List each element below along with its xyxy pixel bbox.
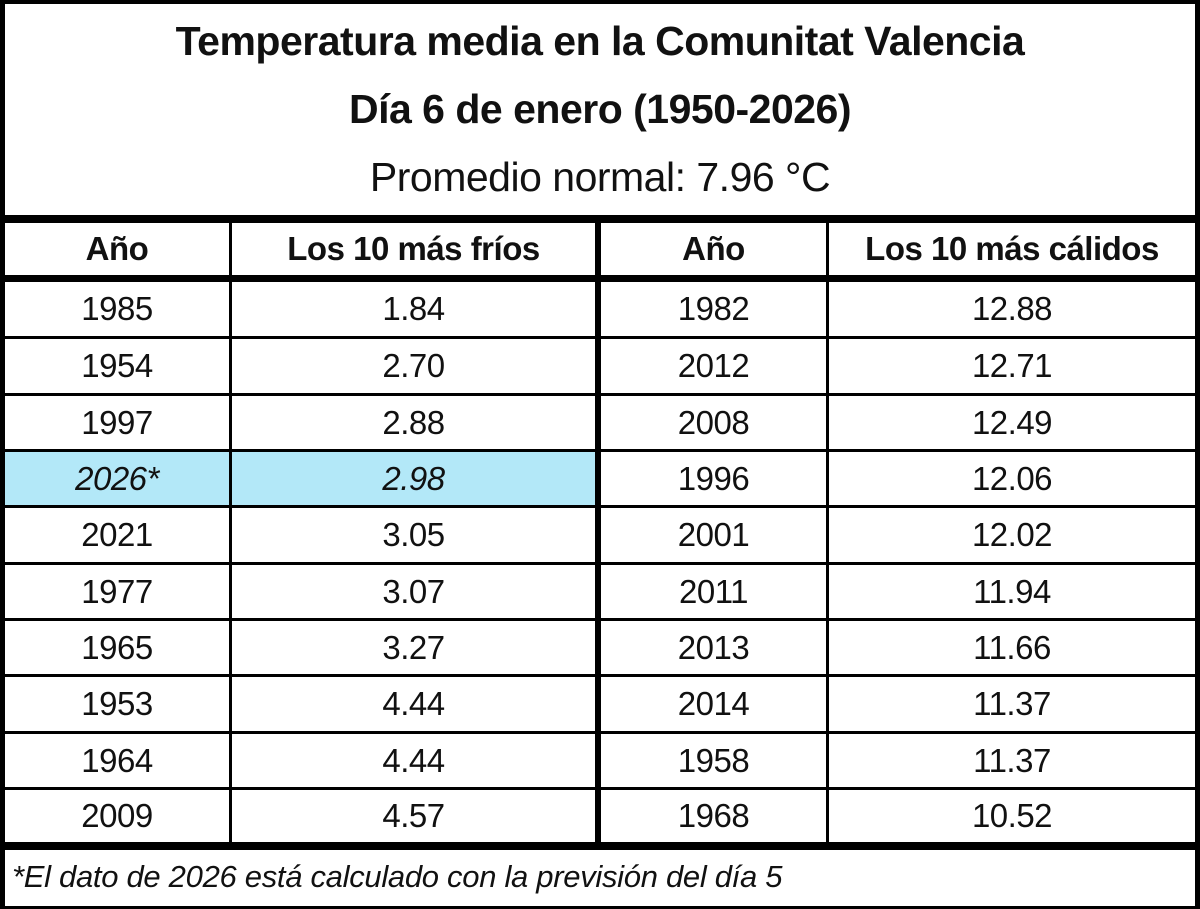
highlight-row-bg	[5, 452, 598, 505]
warm-value: 12.88	[971, 290, 1053, 327]
warm-year: 2008	[677, 403, 750, 441]
divider-footnote	[0, 842, 1200, 850]
cold-year: 1953	[81, 685, 153, 722]
cold-value: 3.07	[382, 572, 445, 610]
page-subtitle-date: Día 6 de enero (1950-2026)	[348, 86, 852, 132]
warm-value: 11.37	[973, 685, 1051, 722]
cold-value: 4.57	[382, 797, 445, 834]
cold-year: 2009	[81, 797, 153, 834]
warm-value: 12.06	[971, 459, 1053, 497]
warm-year: 2001	[677, 516, 750, 553]
warm-value: 12.02	[971, 516, 1053, 553]
header-warmest: Los 10 más cálidos	[865, 229, 1159, 267]
warm-year: 2014	[677, 685, 750, 722]
warm-year: 2011	[679, 572, 748, 610]
cold-year: 1964	[81, 741, 153, 779]
cold-value: 4.44	[382, 741, 445, 779]
header-year-warm: Año	[682, 229, 745, 267]
warm-value: 11.37	[973, 741, 1051, 779]
cold-year: 1997	[81, 403, 153, 441]
warm-year: 1982	[677, 290, 750, 327]
col-divider-thick	[595, 221, 601, 844]
cold-value: 3.05	[382, 516, 445, 553]
warm-value: 12.71	[971, 347, 1053, 384]
cold-value: 4.44	[382, 685, 445, 722]
cold-value: 2.88	[382, 403, 445, 441]
divider-title	[0, 215, 1200, 223]
warm-year: 2013	[677, 628, 750, 666]
header-coldest: Los 10 más fríos	[287, 229, 540, 267]
footnote: *El dato de 2026 está calculado con la p…	[12, 859, 783, 894]
cold-year: 1985	[81, 290, 153, 327]
warm-year: 2012	[677, 347, 750, 384]
warm-value: 11.94	[973, 572, 1051, 610]
col-divider	[229, 221, 232, 844]
cold-year: 1954	[81, 347, 153, 384]
page-title: Temperatura media en la Comunitat Valenc…	[175, 18, 1025, 64]
cold-year: 1977	[81, 572, 153, 610]
cold-year: 1965	[81, 628, 153, 666]
cold-value: 3.27	[382, 628, 445, 666]
warm-value: 11.66	[973, 628, 1051, 666]
warm-year: 1968	[677, 797, 750, 834]
header-year-cold: Año	[85, 229, 149, 267]
warm-value: 12.49	[971, 403, 1053, 441]
warm-value: 10.52	[971, 797, 1053, 834]
cold-value-highlighted: 2.98	[382, 459, 445, 497]
col-divider	[826, 221, 829, 844]
warm-year: 1958	[677, 741, 750, 779]
normal-average: Promedio normal: 7.96 °C	[369, 154, 831, 200]
title-block: Temperatura media en la Comunitat Valenc…	[5, 4, 1195, 217]
cold-year: 2021	[81, 516, 153, 553]
cold-year-highlighted: 2026*	[75, 459, 159, 497]
cold-value: 1.84	[382, 290, 445, 327]
warm-year: 1996	[677, 459, 750, 497]
cold-value: 2.70	[382, 347, 445, 384]
